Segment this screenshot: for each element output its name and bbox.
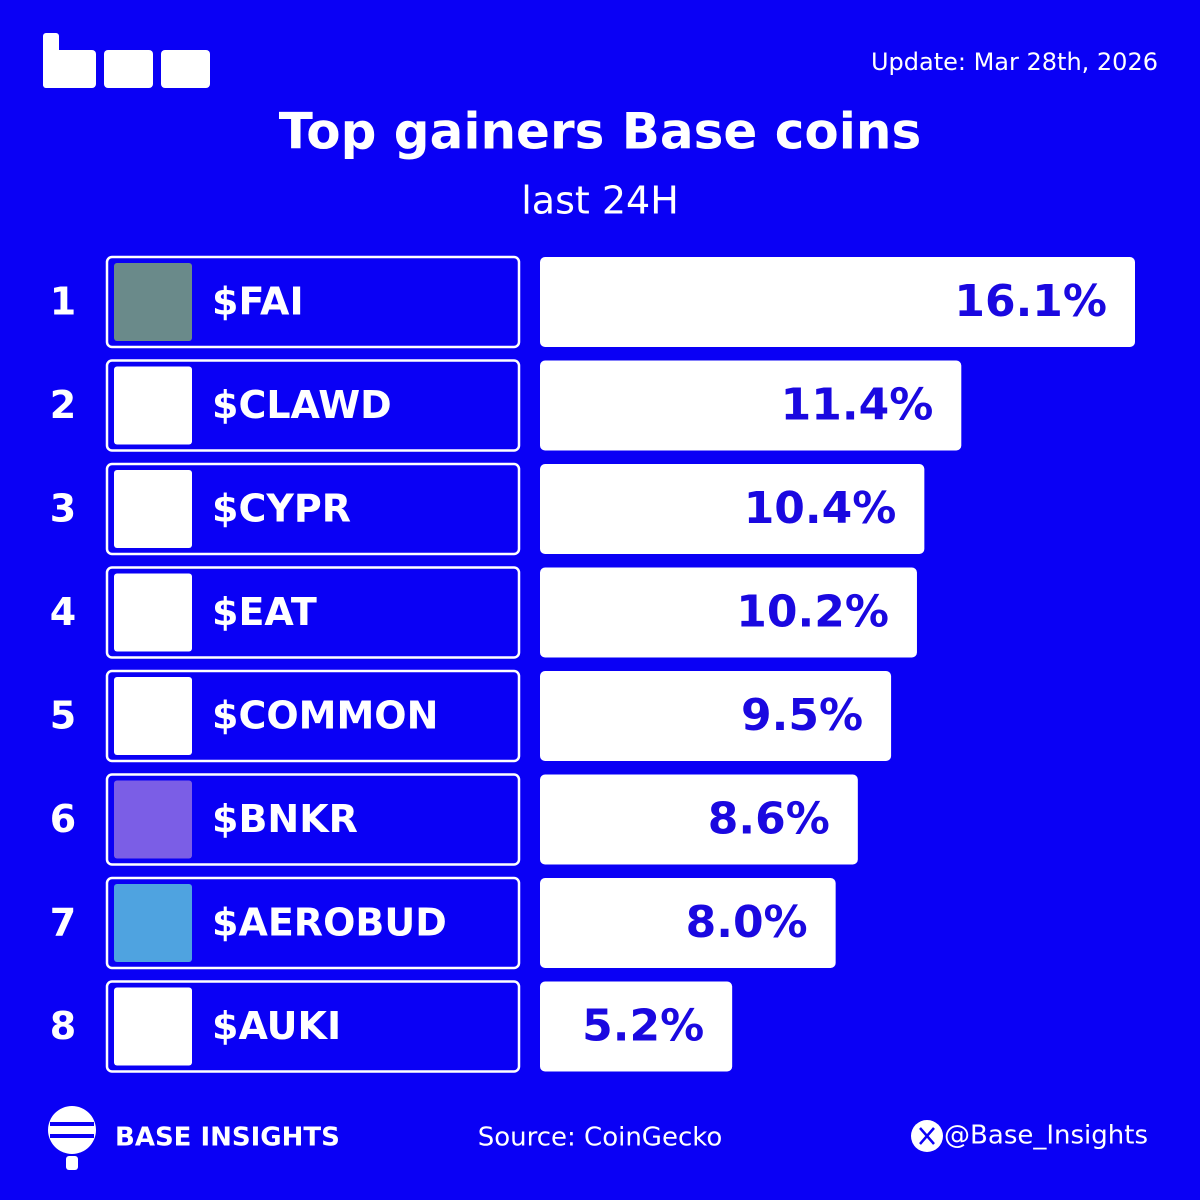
value-label: 8.0% <box>686 897 808 948</box>
brand-icon <box>48 1106 96 1170</box>
bar <box>540 774 858 865</box>
ticker: $FAI <box>212 280 304 324</box>
value-label: 16.1% <box>954 276 1107 327</box>
coin-box <box>105 876 521 970</box>
coin-box <box>105 566 521 659</box>
bar <box>540 464 925 554</box>
ticker: $AUKI <box>212 1004 341 1048</box>
value-label: 10.4% <box>744 483 897 534</box>
handle: @Base_Insights <box>944 1121 1148 1151</box>
coin-box <box>105 255 521 349</box>
rank: 6 <box>50 797 76 841</box>
coin-box <box>105 980 521 1073</box>
update-date: Update: Mar 28th, 2026 <box>871 48 1158 76</box>
coin-icon <box>114 987 192 1066</box>
chart-title: Top gainers Base coins <box>279 103 921 161</box>
brand-name: BASE INSIGHTS <box>115 1123 340 1153</box>
bar <box>540 981 733 1072</box>
value-label: 5.2% <box>582 1001 704 1052</box>
bar <box>540 671 892 761</box>
source: Source: CoinGecko <box>478 1123 723 1153</box>
coin-box <box>105 359 521 452</box>
value-label: 8.6% <box>708 794 830 845</box>
value-label: 11.4% <box>781 380 934 431</box>
logo <box>43 33 210 88</box>
bar <box>540 567 917 658</box>
coin-icon <box>114 573 192 652</box>
coin-icon <box>114 884 192 962</box>
ticker: $AEROBUD <box>212 901 447 945</box>
rank: 1 <box>50 280 76 324</box>
coin-icon <box>114 470 192 548</box>
value-label: 9.5% <box>741 690 863 741</box>
coin-box <box>105 773 521 866</box>
coin-icon <box>114 677 192 755</box>
rank: 7 <box>50 901 76 945</box>
rank: 8 <box>50 1004 76 1048</box>
coin-box <box>105 669 521 763</box>
ticker: $BNKR <box>212 797 358 841</box>
ticker: $CLAWD <box>212 383 392 427</box>
value-label: 10.2% <box>736 587 889 638</box>
chart-subtitle: last 24H <box>521 179 679 223</box>
bar <box>540 257 1135 347</box>
ticker: $CYPR <box>212 487 351 531</box>
rank: 4 <box>50 590 76 634</box>
bar <box>540 878 836 968</box>
rank: 3 <box>50 487 76 531</box>
coin-box <box>105 462 521 556</box>
rank: 5 <box>50 694 76 738</box>
bar <box>540 360 962 451</box>
coin-icon <box>114 263 192 341</box>
x-icon <box>911 1120 943 1152</box>
coin-icon <box>114 780 192 859</box>
rank: 2 <box>50 383 76 427</box>
ticker: $COMMON <box>212 694 438 738</box>
coin-icon <box>114 366 192 445</box>
ticker: $EAT <box>212 590 317 634</box>
